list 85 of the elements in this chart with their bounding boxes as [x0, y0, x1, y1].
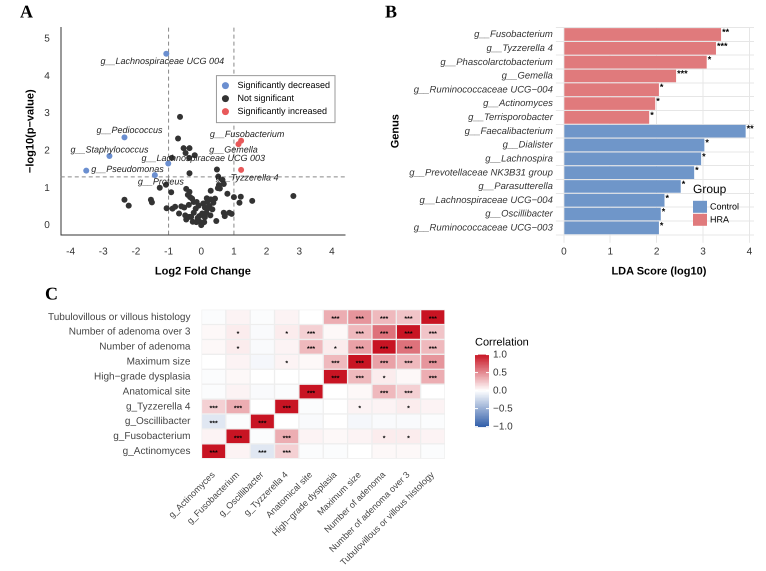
y-tick-label: g__Phascolarctobacterium	[440, 56, 553, 68]
legend-label: Significantly increased	[237, 106, 328, 116]
y-tick-label: g_Tyzzerella 4	[126, 401, 191, 412]
legend-label: Significantly decreased	[237, 80, 330, 90]
chart-title: A	[20, 1, 33, 22]
legend-label: Not significant	[237, 93, 294, 104]
x-tick-label: 4	[746, 246, 753, 258]
data-label: **	[722, 26, 730, 37]
y-tick-label: Anatomical site	[122, 386, 191, 398]
x-tick-label: 0	[198, 246, 204, 258]
y-axis-title: Genus	[390, 114, 402, 148]
color-bar-label: 0.0	[493, 385, 508, 396]
text: C	[45, 283, 58, 304]
x-tick-label: 1	[607, 246, 614, 258]
color-bar-title: Correlation	[475, 336, 529, 349]
x-tick-label: -2	[131, 246, 141, 258]
x-tick-label: -1	[164, 246, 174, 258]
annotation: g__Fusobacterium	[210, 129, 285, 140]
data-label: *	[660, 82, 664, 92]
color-bar-label: −1.0	[493, 421, 514, 432]
y-tick-label: 4	[44, 70, 50, 82]
x-tick-label: -4	[66, 246, 76, 258]
x-tick-label: 2	[264, 246, 270, 258]
data-label: *	[705, 138, 710, 148]
y-tick-label: g_Actinomyces	[122, 446, 190, 457]
data-label: *	[695, 165, 700, 176]
y-tick-label: 2	[44, 146, 50, 157]
annotation: g__Pseudomonas	[91, 164, 164, 174]
y-tick-label: g__Ruminococcaceae UCG−003	[414, 222, 554, 234]
annotation: g__Lachnospiraceae UCG 004	[100, 56, 224, 66]
data-label: ***	[677, 68, 688, 78]
annotation: g__Pediococcus	[96, 124, 163, 135]
y-tick-label: g__Ruminococcaceae UCG−004	[414, 84, 553, 96]
y-tick-label: 0	[44, 220, 50, 232]
legend-label: HRA	[710, 214, 730, 224]
y-tick-label: g__Tyzzerella 4	[486, 42, 553, 54]
x-axis-title: LDA Score (log10)	[611, 265, 707, 278]
data-label: *	[682, 178, 686, 189]
x-tick-label: 3	[700, 246, 706, 258]
data-label: *	[650, 110, 654, 120]
y-tick-label: g_Oscillibacter	[124, 416, 192, 428]
x-tick-label: 2	[654, 246, 660, 258]
data-label: *	[662, 206, 666, 217]
data-label: *	[702, 151, 706, 162]
y-tick-label: g__Faecalibacterium	[464, 126, 553, 137]
annotation: g__Gemella	[209, 144, 258, 155]
x-axis-title: Log2 Fold Change	[154, 265, 251, 278]
y-tick-label: 3	[44, 108, 50, 120]
color-bar-label: 1.0	[493, 349, 508, 360]
y-tick-label: High−grade dysplasia	[94, 371, 191, 382]
y-tick-label: Maximum size	[126, 356, 191, 368]
data-label: *	[708, 54, 712, 65]
y-tick-label: g__Fusobacterium	[474, 29, 553, 40]
x-tick-label: 4	[329, 246, 336, 258]
y-tick-label: g__Terrisporobacter	[468, 112, 554, 124]
x-tick-label: -3	[98, 246, 108, 258]
y-tick-label: g__Dialister	[502, 140, 554, 151]
x-tick-label: 3	[296, 246, 302, 258]
data-label: *	[660, 220, 664, 230]
data-label: *	[656, 96, 660, 106]
y-tick-label: g__Actinomyces	[483, 98, 554, 110]
y-tick-label: g_Fusobacterium	[113, 431, 190, 442]
y-tick-label: g__Prevotellaceae NK3B31 group	[409, 167, 553, 178]
legend-title: Group	[692, 182, 727, 196]
y-tick-label: g__Parasutterella	[478, 181, 553, 192]
y-tick-label: 5	[44, 34, 50, 45]
text: B	[385, 1, 398, 22]
y-tick-label: g__Gemella	[502, 70, 553, 82]
data-label: **	[746, 124, 754, 134]
legend-label: Control	[710, 201, 740, 212]
y-tick-label: g__Lachnospira	[485, 153, 553, 164]
color-bar-label: 0.5	[493, 367, 508, 378]
data-label: ***	[716, 40, 728, 51]
annotation: g__Staphylococcus	[70, 144, 149, 155]
y-tick-label: Number of adenoma over 3	[68, 326, 191, 338]
y-tick-label: Tubulovillous or villous histology	[48, 312, 190, 323]
y-tick-label: g__Oscillibacter	[485, 208, 554, 220]
data-label: *	[665, 192, 670, 203]
y-axis-title: −log10(p−value)	[24, 88, 37, 174]
color-bar-label: −0.5	[493, 403, 514, 414]
x-tick-label: 0	[561, 246, 568, 258]
y-tick-label: g__Lachnospiraceae UCG−004	[419, 194, 553, 206]
y-tick-label: Number of adenoma	[99, 342, 191, 353]
x-tick-label: 1	[231, 246, 238, 258]
y-tick-label: 1	[44, 182, 50, 194]
